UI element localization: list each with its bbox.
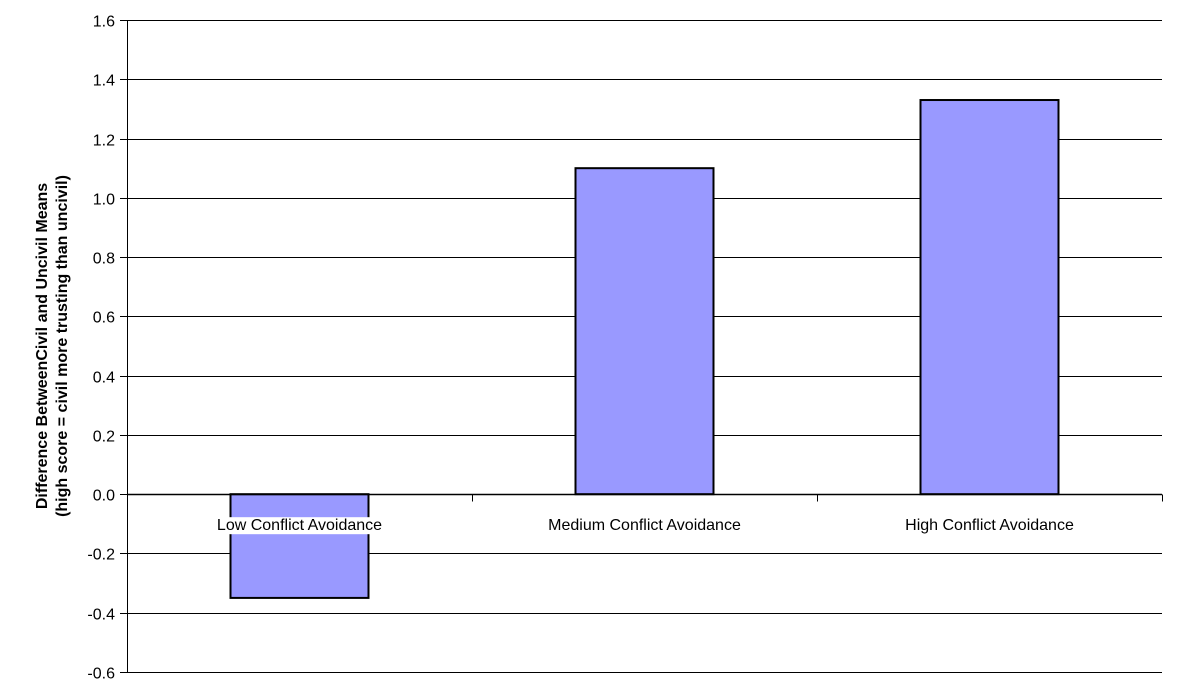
y-tick-label: 1.6 [93, 14, 115, 31]
axes [127, 20, 1163, 672]
y-axis-title: Difference BetweenCivil and Uncivil Mean… [34, 175, 71, 517]
category-label-2: High Conflict Avoidance [905, 517, 1074, 534]
y-tick-label: -0.6 [87, 666, 115, 682]
y-tick-label: 0.4 [93, 370, 115, 387]
y-axis-title-line-2: (high score = civil more trusting than u… [54, 175, 71, 517]
category-label-background [214, 517, 385, 535]
y-axis-title-line-1: Difference BetweenCivil and Uncivil Mean… [34, 183, 51, 509]
category-label-1: Medium Conflict Avoidance [548, 517, 741, 534]
bar-1 [574, 167, 715, 496]
y-tick-label: 0.2 [93, 429, 115, 446]
bars [229, 99, 1060, 599]
y-tick-label: 0.6 [93, 310, 115, 327]
bar-2 [919, 99, 1060, 496]
y-tick-label: 1.0 [93, 192, 115, 209]
y-axis-ticks: 1.6 1.4 1.2 1.0 0.8 0.6 0.4 0.2 0.0 -0.2 -0.4 -0.6 [87, 14, 127, 682]
bar-0 [229, 493, 370, 599]
y-tick-label: -0.2 [87, 547, 115, 564]
y-tick-label: -0.4 [87, 607, 115, 624]
y-tick-label: 1.2 [93, 133, 115, 150]
category-label-0: Low Conflict Avoidance [217, 517, 382, 534]
y-tick-label: 0.0 [93, 488, 115, 505]
category-label-background [903, 517, 1076, 535]
x-axis-category-labels: Low Conflict Avoidance Medium Conflict Av… [214, 517, 1076, 535]
category-label-background [546, 517, 743, 535]
y-tick-label: 1.4 [93, 73, 115, 90]
y-tick-label: 0.8 [93, 251, 115, 268]
